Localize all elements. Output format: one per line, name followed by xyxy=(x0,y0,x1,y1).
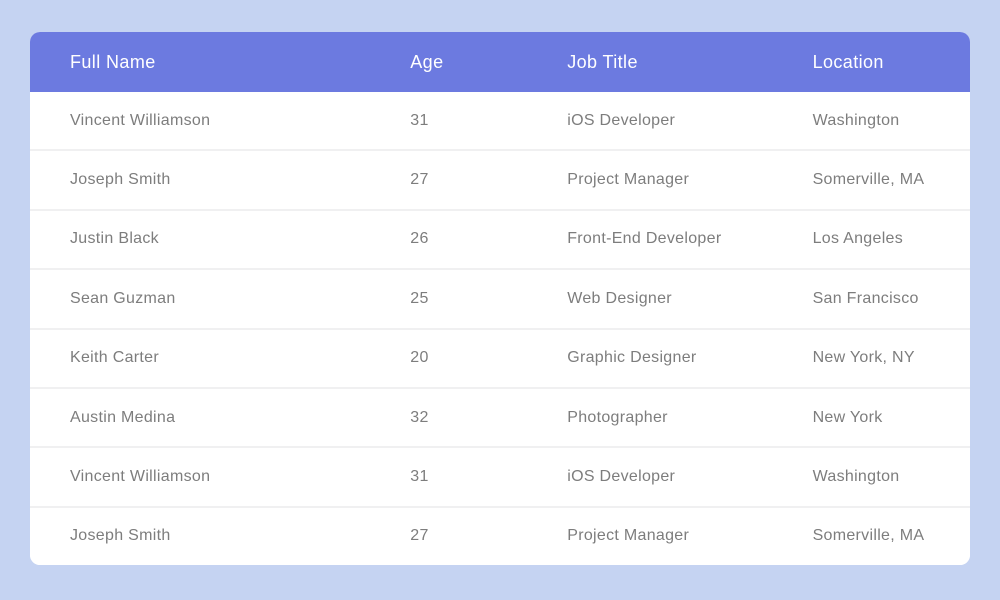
cell-job-title: Web Designer xyxy=(567,289,672,307)
cell-location: Los Angeles xyxy=(812,230,904,248)
table-row: Vincent Williamson 31 iOS Developer Wash… xyxy=(30,446,970,506)
cell-location: Somerville, MA xyxy=(812,527,925,545)
cell-job-title: Graphic Designer xyxy=(567,349,697,367)
cell-job-title: Project Manager xyxy=(567,171,690,189)
cell-age: 31 xyxy=(410,111,429,129)
table-row: Austin Medina 32 Photographer New York xyxy=(30,386,970,447)
cell-job-title: iOS Developer xyxy=(567,111,676,129)
cell-full-name: Joseph Smith xyxy=(70,171,171,189)
cell-age: 25 xyxy=(410,289,429,307)
cell-age: 27 xyxy=(410,171,429,189)
cell-full-name: Keith Carter xyxy=(70,349,159,367)
cell-location: Washington xyxy=(812,111,900,129)
cell-age: 32 xyxy=(410,408,429,426)
column-header-job-title: Job Title xyxy=(567,51,638,72)
column-header-full-name: Full Name xyxy=(70,51,156,72)
column-header-location: Location xyxy=(812,51,884,72)
cell-age: 26 xyxy=(410,230,429,248)
cell-full-name: Justin Black xyxy=(70,230,159,248)
cell-location: New York xyxy=(812,408,883,426)
table-row: Sean Guzman 25 Web Designer San Francisc… xyxy=(30,268,970,328)
cell-location: Somerville, MA xyxy=(812,171,925,189)
table-row: Joseph Smith 27 Project Manager Somervil… xyxy=(30,149,970,209)
cell-location: New York, NY xyxy=(812,349,915,367)
cell-job-title: Photographer xyxy=(567,408,668,426)
cell-full-name: Vincent Williamson xyxy=(70,111,211,129)
cell-full-name: Sean Guzman xyxy=(70,289,176,307)
table-row: Vincent Williamson 31 iOS Developer Wash… xyxy=(30,92,970,150)
table-body: Vincent Williamson 31 iOS Developer Wash… xyxy=(30,92,970,565)
table-row: Keith Carter 20 Graphic Designer New Yor… xyxy=(30,327,970,387)
cell-full-name: Austin Medina xyxy=(70,408,176,426)
cell-age: 31 xyxy=(410,467,429,485)
table-row: Justin Black 26 Front-End Developer Los … xyxy=(30,208,970,269)
cell-age: 20 xyxy=(410,349,429,367)
cell-job-title: Project Manager xyxy=(567,527,690,545)
cell-full-name: Vincent Williamson xyxy=(70,467,211,485)
cell-job-title: Front-End Developer xyxy=(567,230,722,248)
data-table: Full Name Age Job Title Location Vincent… xyxy=(30,32,970,565)
cell-location: San Francisco xyxy=(812,289,919,307)
cell-job-title: iOS Developer xyxy=(567,467,676,485)
cell-age: 27 xyxy=(410,527,429,545)
cell-location: Washington xyxy=(812,467,900,485)
cell-full-name: Joseph Smith xyxy=(70,527,171,545)
table-row: Joseph Smith 27 Project Manager Somervil… xyxy=(30,505,970,565)
table-header-row: Full Name Age Job Title Location xyxy=(30,32,970,92)
column-header-age: Age xyxy=(410,51,444,72)
